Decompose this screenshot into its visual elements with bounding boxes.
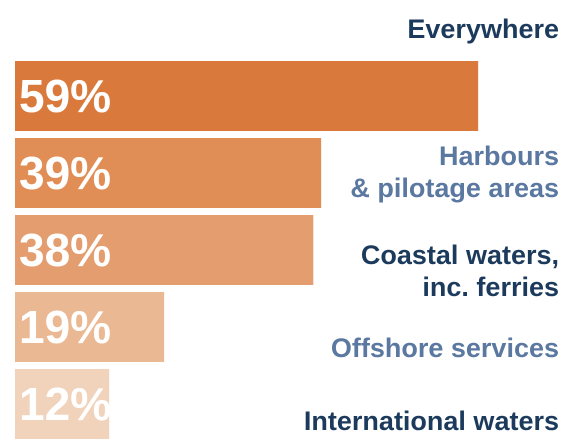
bar-3 — [15, 292, 165, 362]
category-label-4-line-0: International waters — [304, 406, 559, 436]
category-label-0-line-0: Everywhere — [407, 14, 559, 44]
category-labels-group: Everywhere Harbours& pilotage areas Coasta… — [304, 14, 559, 436]
bars-group — [15, 61, 479, 439]
category-label-3-line-0: Offshore services — [331, 333, 559, 363]
bar-1 — [15, 138, 322, 208]
value-label-2: 38% — [19, 224, 111, 276]
value-label-4: 12% — [19, 378, 111, 430]
category-label-2-line-0: Coastal waters, — [361, 240, 559, 270]
value-label-0: 59% — [19, 70, 111, 122]
bar-2 — [15, 215, 314, 285]
value-label-3: 19% — [19, 301, 111, 353]
category-label-1-line-1: & pilotage areas — [350, 173, 559, 203]
bar-4 — [15, 369, 110, 439]
value-label-1: 39% — [19, 147, 111, 199]
bar-0 — [15, 61, 479, 131]
value-labels-group: 59% 39% 38% 19% 12% — [19, 70, 111, 430]
category-label-1-line-0: Harbours — [439, 141, 559, 171]
category-label-2-line-1: inc. ferries — [422, 272, 559, 302]
